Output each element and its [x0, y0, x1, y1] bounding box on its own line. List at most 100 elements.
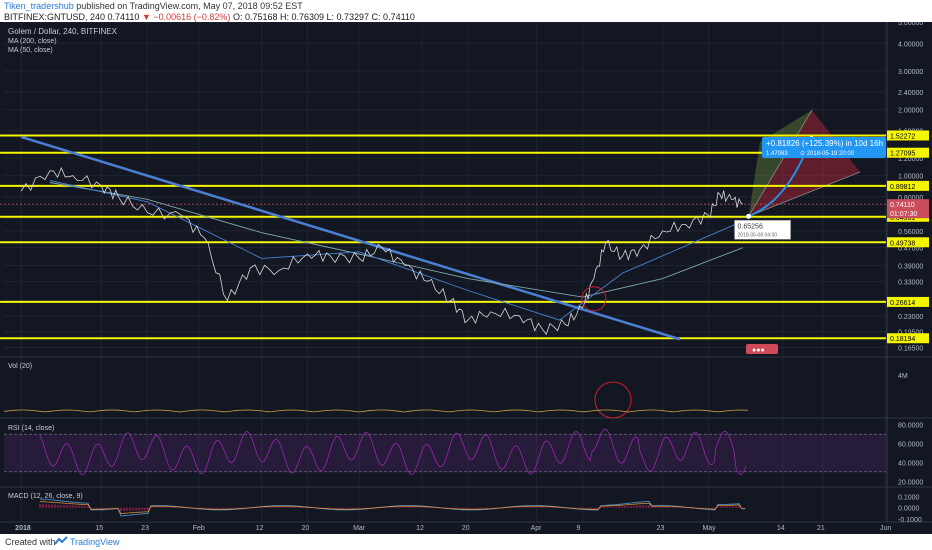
level-tag-value: 0.49738: [890, 240, 915, 247]
footer: Created with TradingView: [0, 534, 932, 550]
publish-header: Tiken_tradershub published on TradingVie…: [0, 0, 932, 22]
x-tick-label: 12: [256, 525, 264, 532]
publish-line: Tiken_tradershub published on TradingVie…: [4, 1, 303, 11]
event-badge: [746, 344, 778, 354]
x-tick-label: 2018: [15, 525, 31, 532]
x-tick-label: Feb: [193, 525, 205, 532]
legend-entry: MA (50, close): [8, 47, 53, 54]
x-tick-label: 9: [576, 525, 580, 532]
projection-change: +0.81826 (+125.39%) in 10d 16h: [766, 139, 883, 148]
level-tag-value: 0.26614: [890, 300, 915, 307]
rsi-tick: 60.0000: [898, 442, 923, 449]
y-tick-label: 0.47000: [898, 246, 923, 253]
x-tick-label: 15: [95, 525, 103, 532]
macd-tick: 0.1000: [898, 495, 920, 502]
level-tag-value: 0.89812: [890, 184, 915, 191]
y-tick-label: 1.20000: [898, 156, 923, 163]
projection-target: 1.47083: [766, 151, 788, 157]
level-tag: [887, 296, 929, 307]
indicators: [3, 409, 886, 517]
rsi-tick: 20.0000: [898, 479, 923, 486]
x-tick-label: Mar: [353, 525, 366, 532]
last-price-countdown: 01:07:30: [890, 211, 917, 218]
y-tick-label: 0.80000: [898, 195, 923, 202]
x-tick-label: Jun: [880, 525, 891, 532]
volume-line: [3, 409, 749, 413]
y-tick-label: 0.33000: [898, 279, 923, 286]
y-tick-label: 0.56000: [898, 229, 923, 236]
level-lines: [0, 134, 886, 340]
level-tag: [887, 130, 929, 141]
tradingview-link[interactable]: TradingView: [70, 537, 120, 547]
y-tick-label: 0.39000: [898, 263, 923, 270]
publish-info: published on TradingView.com, May 07, 20…: [76, 1, 303, 11]
last-price-value: 0.74110: [890, 202, 915, 209]
created-with-label: Created with: [5, 537, 56, 547]
macd-label: MACD (12, 26, close, 9): [8, 493, 83, 500]
rsi-label: RSI (14, close): [8, 425, 54, 432]
volume-label: Vol (20): [8, 363, 32, 370]
level-tag-value: 0.18194: [890, 336, 915, 343]
tradingview-logo-icon: [54, 536, 68, 549]
panel-separators: [0, 22, 932, 523]
projection-fan-edge: [748, 171, 861, 217]
symbol-label: BITFINEX:GNTUSD, 240: [4, 12, 106, 22]
x-tick-label: 21: [817, 525, 825, 532]
macd-tick: -0.1000: [898, 517, 922, 524]
y-tick-label: 1.00000: [898, 174, 923, 181]
price-chart[interactable]: 5.000004.000003.000002.400002.000001.600…: [0, 22, 932, 534]
trendline: [20, 135, 681, 341]
price-change: −0.00616 (−0.82%): [153, 12, 231, 22]
volume-circle: [594, 381, 632, 419]
projection-date: ⊙ 2018-05-19 20:00: [800, 151, 855, 157]
x-tick-label: 20: [462, 525, 470, 532]
change-icon: ▼: [141, 12, 151, 22]
start-label-date: 2018-05-08 04:00: [738, 232, 778, 238]
y-tick-label: 0.19500: [898, 330, 923, 337]
level-tag: [887, 333, 929, 344]
x-tick-label: 23: [141, 525, 149, 532]
last-price: 0.74110: [107, 12, 140, 22]
rsi-line: [39, 428, 747, 476]
y-tick-label: 0.23000: [898, 314, 923, 321]
breakout-circle: [581, 286, 607, 312]
macd-line: [39, 498, 746, 517]
x-tick-label: 12: [416, 525, 424, 532]
ohlc-values: O: 0.75168 H: 0.76309 L: 0.73297 C: 0.74…: [232, 12, 415, 22]
x-tick-label: 14: [777, 525, 785, 532]
chart-title: Golem / Dollar, 240, BITFINEX: [8, 27, 118, 36]
symbol-line: BITFINEX:GNTUSD, 240 0.74110 ▼ −0.00616 …: [4, 12, 415, 22]
level-tag-value: 0.64961: [890, 215, 915, 222]
ma200-line: [49, 182, 743, 298]
x-tick-label: May: [702, 525, 716, 532]
price-line: [20, 166, 744, 336]
level-tag-value: 1.27095: [890, 151, 915, 158]
rsi-tick: 80.0000: [898, 423, 923, 430]
y-tick-label: 2.00000: [898, 107, 923, 114]
last-price-tag: [887, 199, 929, 219]
y-tick-label: 0.16500: [898, 346, 923, 353]
labels: +0.81826 (+125.39%) in 10d 16h 1.47083 ⊙ 2…: [8, 27, 929, 500]
start-label-value: 0.65256: [738, 223, 763, 230]
x-tick-label: 23: [657, 525, 665, 532]
x-tick-label: 20: [302, 525, 310, 532]
level-tag: [887, 180, 929, 191]
rsi-tick: 40.0000: [898, 460, 923, 467]
start-label-box: [734, 220, 791, 240]
projection-start-point: [746, 213, 752, 219]
event-badge-icon: ●●●: [752, 347, 765, 354]
volume-tick: 4M: [898, 373, 908, 380]
x-tick-label: Apr: [531, 525, 543, 532]
legend-entry: MA (200, close): [8, 38, 57, 45]
y-tick-label: 3.00000: [898, 69, 923, 76]
projection-fan-upper: [748, 110, 860, 217]
level-tag: [887, 237, 929, 248]
level-tag-value: 1.52272: [890, 133, 915, 140]
signal-line: [39, 501, 746, 515]
y-tick-label: 4.00000: [898, 41, 923, 48]
projection-box: [762, 137, 886, 158]
y-tick-label: 2.40000: [898, 90, 923, 97]
author-link[interactable]: Tiken_tradershub: [4, 1, 74, 11]
macd-tick: 0.0000: [898, 506, 920, 513]
y-tick-label: 5.00000: [898, 22, 923, 27]
